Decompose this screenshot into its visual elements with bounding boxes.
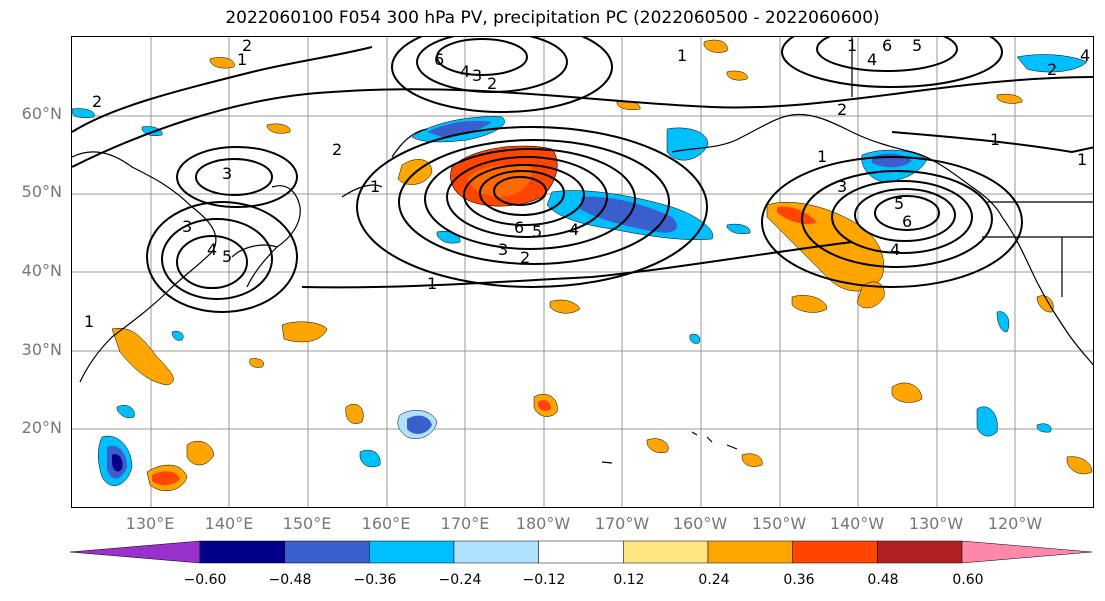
contour-labels: 1 2 3 4 5 6 4 5 6 3 1 1 2 1 2 3 3 4 5 1 … [84,37,1090,331]
pv-label: 1 [427,274,437,293]
colorbar-tick-label: −0.24 [438,572,482,588]
precip-shading [72,39,1093,492]
pv-label: 2 [242,37,252,55]
pv-label: 1 [237,50,247,69]
pv-label: 4 [890,240,900,259]
map-canvas: 1 2 3 4 5 6 4 5 6 3 1 1 2 1 2 3 3 4 5 1 … [72,37,1093,507]
colorbar-segment [707,540,793,564]
pv-label: 2 [520,248,530,267]
lon-label: 140°W [829,514,885,533]
pv-label: 1 [677,46,687,65]
lon-label: 120°W [987,514,1043,533]
lon-label: 140°E [204,514,254,533]
pv-label: 2 [332,140,342,159]
colorbar-tick-label: 0.36 [783,572,815,588]
pv-label: 1 [990,130,1000,149]
pv-label: 5 [222,247,232,266]
pv-label: 4 [460,62,470,81]
pv-label: 5 [912,37,922,55]
colorbar-segment [369,540,455,564]
pv-label: 1 [84,312,94,331]
pv-label: 5 [532,222,542,241]
lat-label: 40°N [21,261,62,280]
colorbar-tick-label: −0.60 [183,572,227,588]
graticule [72,37,1093,507]
pv-label: 2 [487,74,497,93]
lon-label: 160°E [361,514,411,533]
colorbar-tick-label: 0.60 [952,572,984,588]
lat-label: 60°N [21,104,62,123]
map-panel: 1 2 3 4 5 6 4 5 6 3 1 1 2 1 2 3 3 4 5 1 … [71,36,1094,508]
colorbar-tick-label: 0.24 [698,572,730,588]
pv-label: 6 [882,37,892,55]
pv-label: 6 [514,218,524,237]
colorbar [70,540,1093,564]
pv-label: 4 [867,50,877,69]
plot-title: 2022060100 F054 300 hPa PV, precipitatio… [225,8,880,28]
colorbar-tick-label: −0.12 [522,572,566,588]
pv-label: 1 [817,147,827,166]
pv-label: 4 [569,220,579,239]
colorbar-segment [792,540,878,564]
pv-label: 1 [847,37,857,55]
lat-label: 50°N [21,182,62,201]
pv-label: 1 [1077,150,1087,169]
pv-label: 4 [207,240,217,259]
colorbar-segment [538,540,624,564]
colorbar-segment [199,540,285,564]
pv-label: 6 [434,50,444,69]
pv-label: 1 [370,177,380,196]
pv-label: 2 [1047,60,1057,79]
lon-label: 180°W [515,514,571,533]
lat-label: 20°N [21,418,62,437]
pv-label: 5 [894,194,904,213]
lon-label: 150°E [282,514,332,533]
lon-label: 170°E [440,514,490,533]
pv-label: 3 [182,217,192,236]
colorbar-segment [961,540,1093,564]
lon-label: 170°W [594,514,650,533]
pv-contours [72,37,1093,313]
colorbar-segment [70,540,201,564]
colorbar-segment [623,540,709,564]
colorbar-segment [284,540,370,564]
lon-label: 130°E [125,514,175,533]
colorbar-segment [453,540,539,564]
lat-label: 30°N [21,340,62,359]
colorbar-tick-label: 0.48 [867,572,899,588]
pv-label: 6 [902,212,912,231]
colorbar-tick-label: 0.12 [613,572,645,588]
lon-label: 150°W [751,514,807,533]
pv-label: 3 [472,66,482,85]
pv-label: 2 [92,92,102,111]
colorbar-tick-label: −0.48 [268,572,312,588]
pv-label: 2 [837,100,847,119]
lon-label: 130°W [908,514,964,533]
pv-label: 4 [1080,46,1090,65]
colorbar-segment [877,540,963,564]
colorbar-tick-label: −0.36 [353,572,397,588]
pv-label: 3 [837,177,847,196]
pv-label: 3 [222,164,232,183]
pv-label: 3 [498,240,508,259]
lon-label: 160°W [672,514,728,533]
